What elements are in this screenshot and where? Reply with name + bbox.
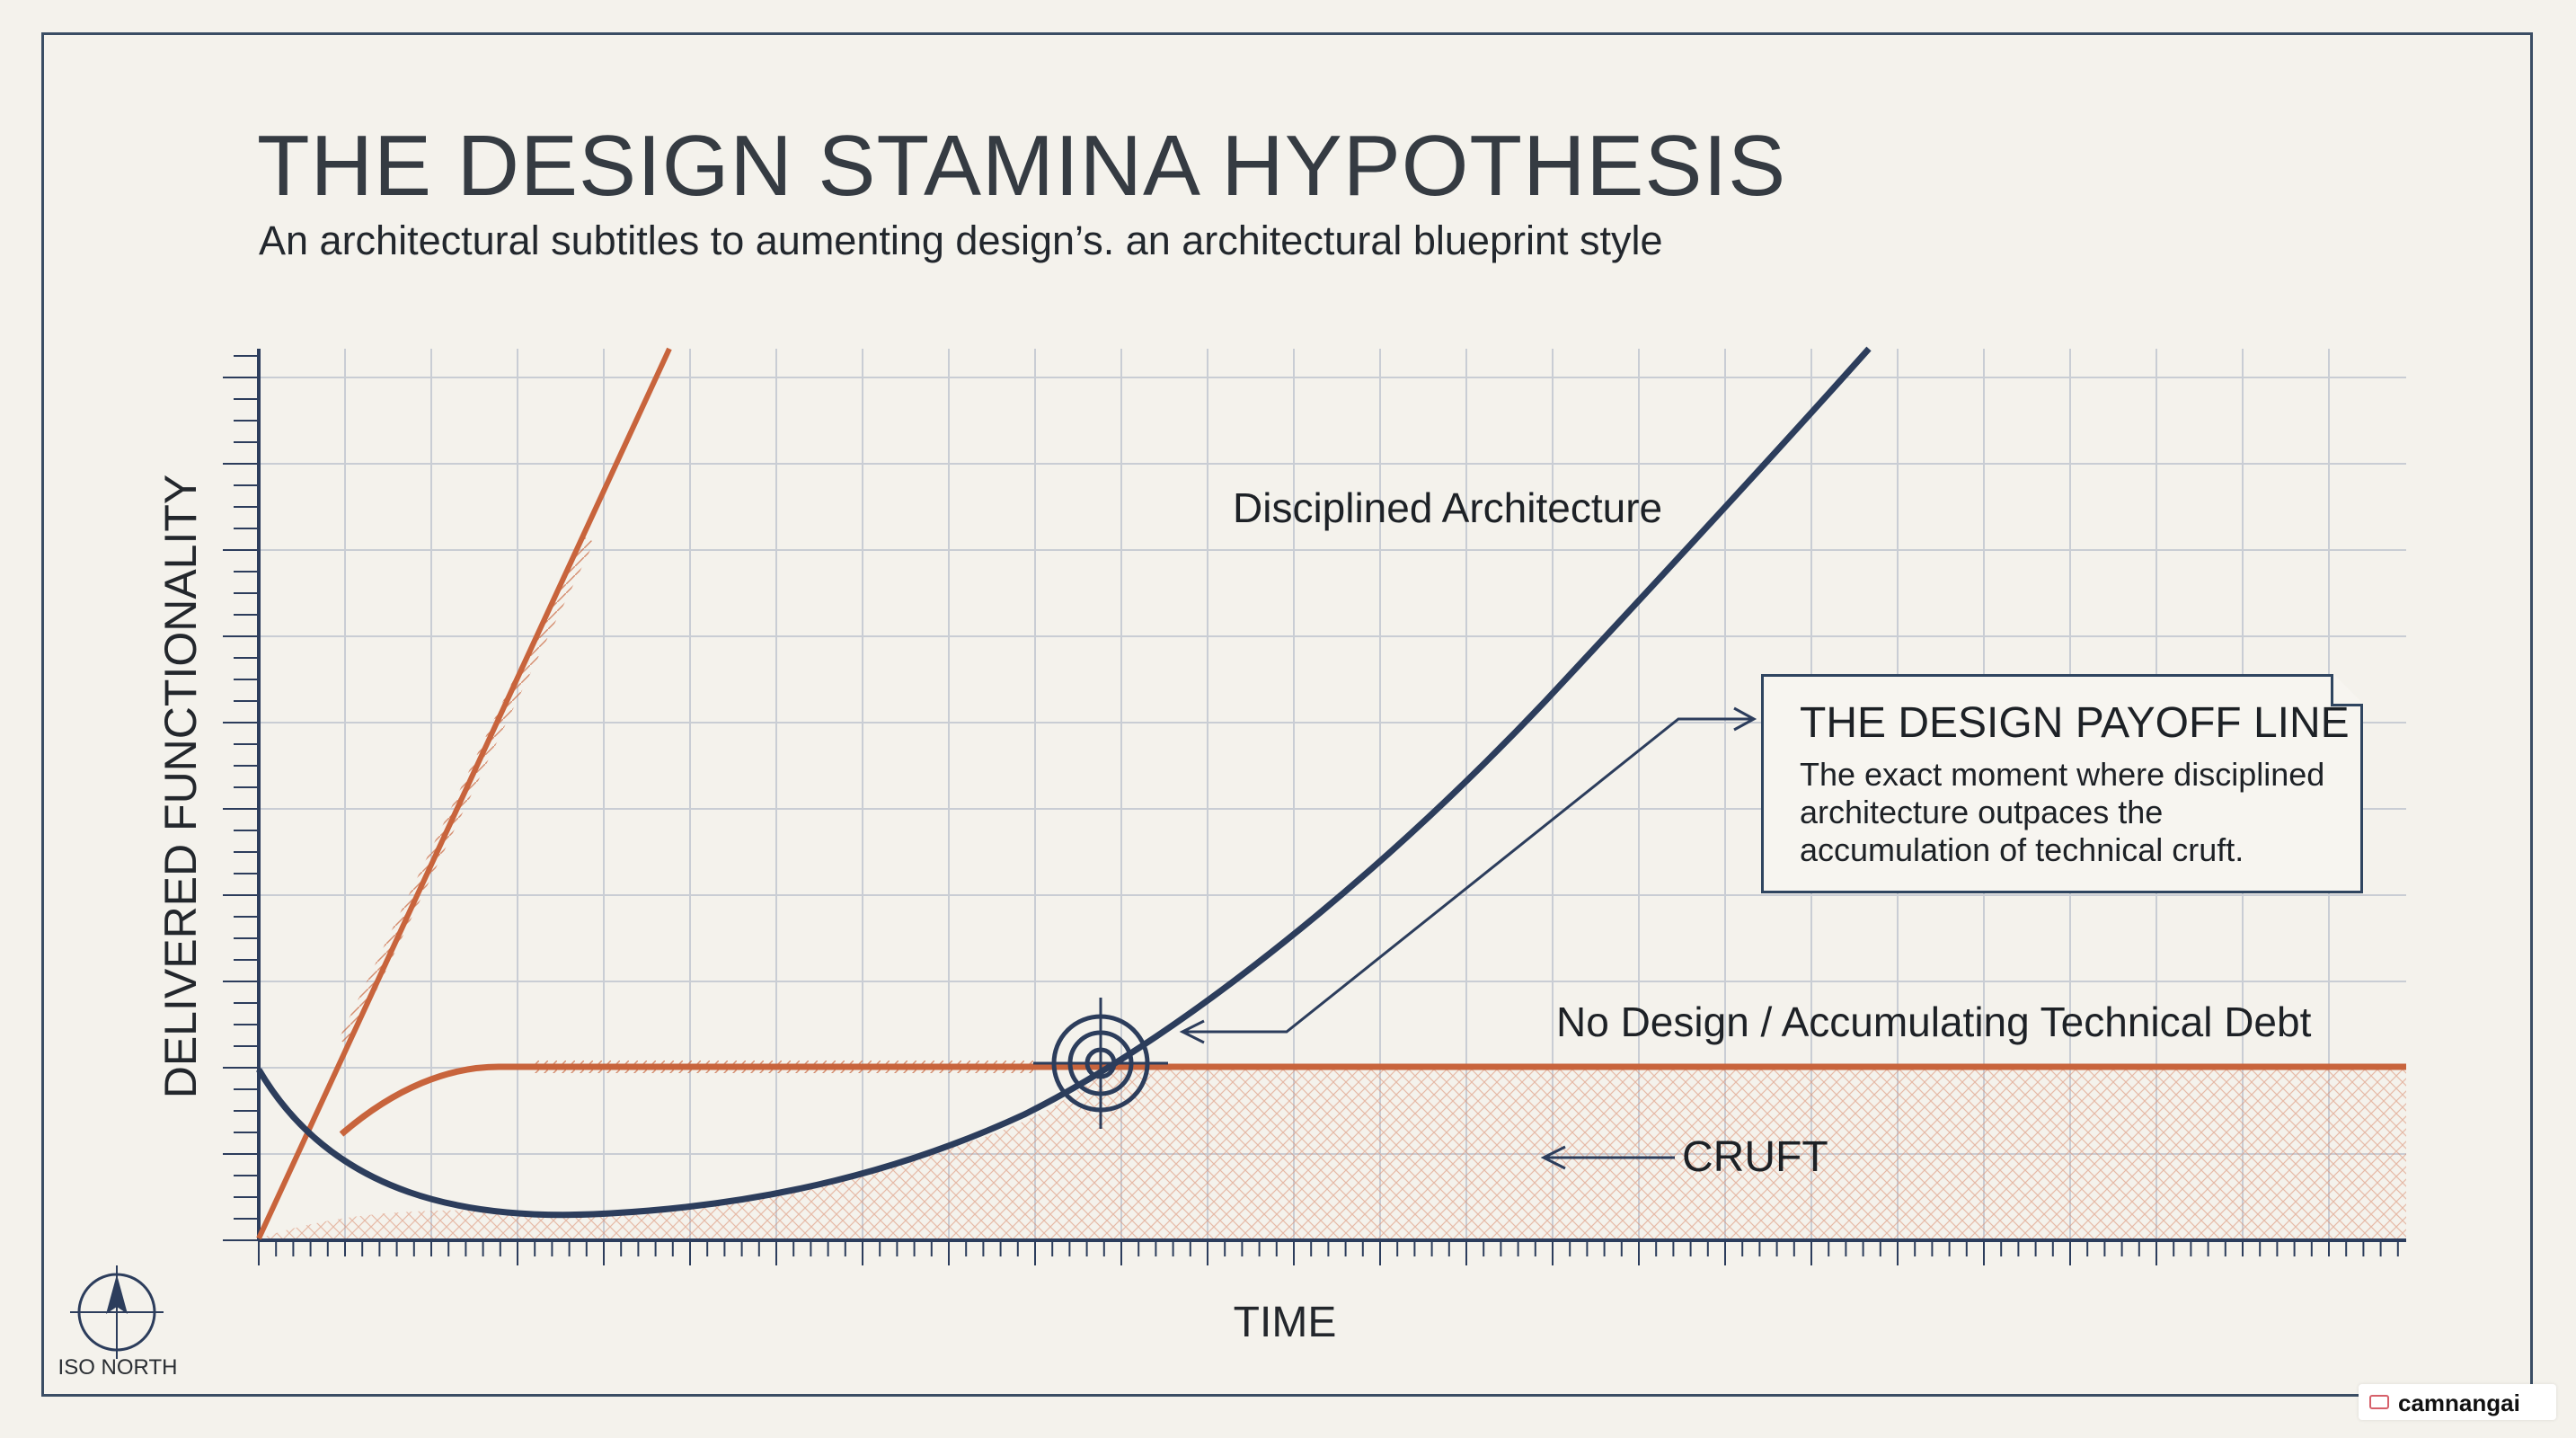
compass-label: ISO NORTH <box>58 1355 178 1380</box>
axis-ticks <box>223 355 2399 1265</box>
cruft-arrow <box>1540 1145 1675 1170</box>
page-subtitle: An architectural subtitles to aumenting … <box>259 217 1663 263</box>
callout-folded-corner <box>2331 674 2363 706</box>
chart-grid <box>258 349 2406 1241</box>
watermark-text: camnangai <box>2398 1389 2520 1416</box>
y-axis-label: DELIVERED FUNCTIONALITY <box>155 474 206 1099</box>
cruft-area <box>259 1067 2406 1238</box>
watermark-badge: camnangai <box>2359 1384 2556 1420</box>
disciplined-architecture-label: Disciplined Architecture <box>1233 484 1663 531</box>
book-icon <box>2369 1395 2389 1409</box>
no-design-label: No Design / Accumulating Technical Debt <box>1556 999 2312 1045</box>
no-design-curve <box>339 1063 2406 1137</box>
callout-body: The exact moment where disciplined archi… <box>1800 756 2325 868</box>
blueprint-frame <box>41 32 2533 1397</box>
cruft-label: CRUFT <box>1682 1133 1828 1181</box>
payoff-callout: THE DESIGN PAYOFF LINE The exact moment … <box>1761 674 2363 893</box>
payoff-target <box>1033 998 1168 1129</box>
callout-leader <box>1179 706 1757 1044</box>
steep-ruler-band <box>338 536 595 1046</box>
x-axis-label: TIME <box>1233 1299 1337 1346</box>
compass-icon <box>70 1265 164 1359</box>
page-title: THE DESIGN STAMINA HYPOTHESIS <box>257 118 1787 214</box>
callout-title: THE DESIGN PAYOFF LINE <box>1800 699 2350 747</box>
